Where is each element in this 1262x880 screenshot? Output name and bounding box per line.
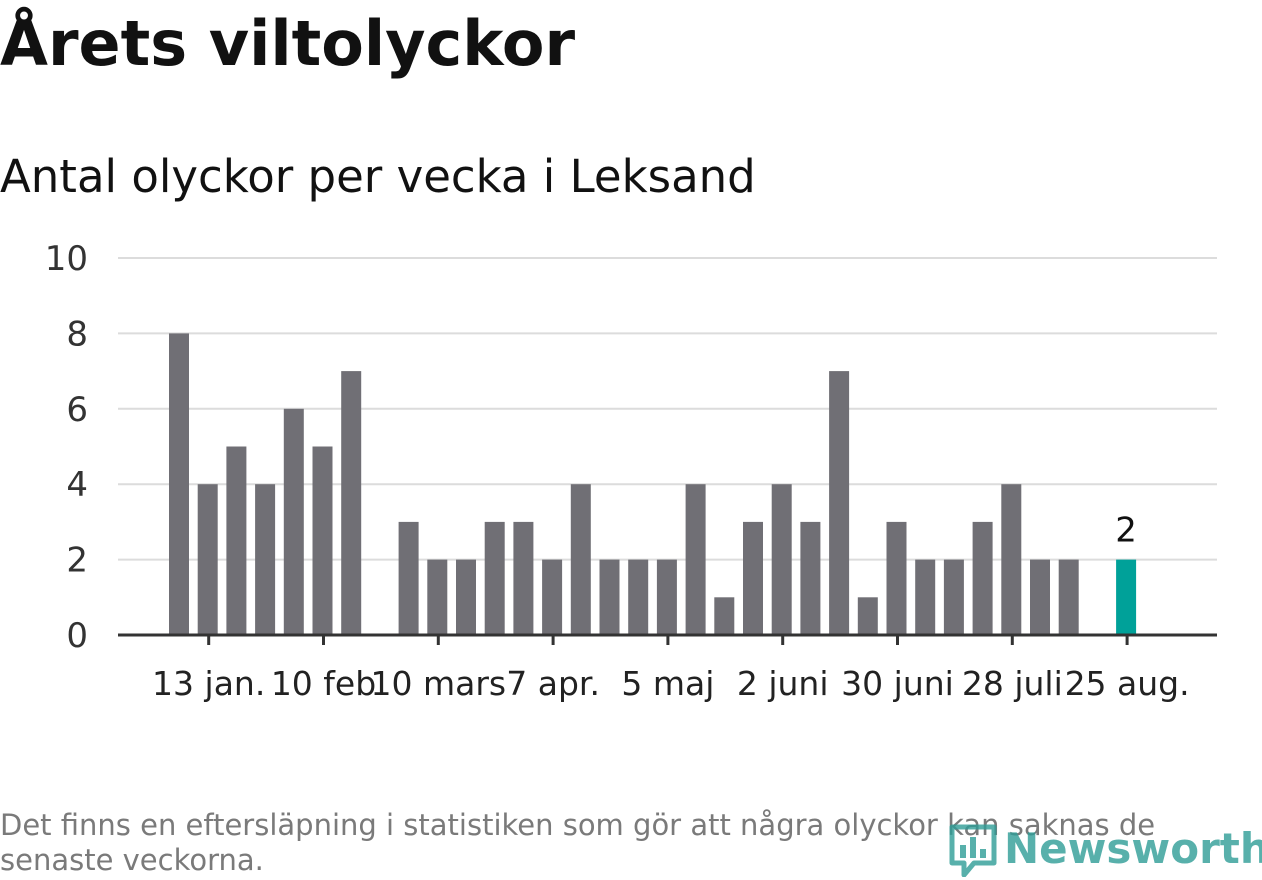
- bar: [714, 597, 735, 635]
- bar: [800, 521, 821, 635]
- bar: [829, 371, 850, 635]
- bar: [484, 521, 505, 635]
- y-tick-label: 4: [66, 465, 88, 505]
- bar: [743, 521, 763, 635]
- grid-lines: [118, 257, 1217, 561]
- x-tick-label: 5 maj: [621, 664, 714, 703]
- x-tick-label: 28 juli: [962, 664, 1063, 703]
- x-tick-label: 30 juni: [841, 664, 954, 703]
- bar: [312, 446, 333, 635]
- bar: [943, 559, 964, 635]
- y-tick-label: 6: [66, 390, 88, 430]
- bar: [1030, 559, 1050, 635]
- bar-chart-icon: [949, 824, 997, 877]
- bar-highlight: [1116, 559, 1137, 635]
- x-tick-label: 2 juni: [737, 664, 829, 703]
- bar: [197, 484, 218, 635]
- x-tick-label: 25 aug.: [1065, 664, 1190, 703]
- bar: [628, 559, 649, 635]
- bar: [283, 408, 304, 635]
- bar: [169, 333, 189, 635]
- bar: [398, 521, 419, 635]
- bar: [915, 559, 936, 635]
- bar: [857, 597, 878, 635]
- bar: [1001, 484, 1022, 635]
- newsworthy-logo: Newsworthy: [948, 818, 1262, 880]
- chart-subtitle: Antal olyckor per vecka i Leksand: [0, 150, 756, 203]
- bar: [542, 559, 563, 635]
- bar: [255, 484, 276, 635]
- bar: [226, 446, 247, 635]
- bar: [1058, 559, 1079, 635]
- brand-name: Newsworthy: [1004, 824, 1262, 873]
- x-tick-label: 10 feb: [271, 664, 376, 703]
- bar: [570, 484, 591, 635]
- y-axis-ticks: 0 2 4 6 8 10: [45, 239, 88, 656]
- bar: [341, 371, 362, 635]
- data-label: 2: [1115, 511, 1137, 551]
- y-tick-label: 0: [66, 616, 88, 656]
- bar: [972, 521, 993, 635]
- x-tick-label: 10 mars: [370, 664, 506, 703]
- y-tick-label: 2: [66, 541, 88, 581]
- data-labels: 2: [1115, 511, 1137, 551]
- footnote-line-2: senaste veckorna.: [0, 842, 264, 877]
- bar: [456, 559, 476, 635]
- bar: [427, 559, 448, 635]
- bars: [169, 333, 1137, 635]
- x-tick-label: 7 apr.: [506, 664, 600, 703]
- chart-title: Årets viltolyckor: [0, 7, 576, 80]
- y-tick-label: 10: [45, 239, 88, 279]
- bar: [886, 521, 907, 635]
- x-tick-label: 13 jan.: [152, 664, 265, 703]
- bar: [685, 484, 706, 635]
- bar: [771, 484, 792, 635]
- y-tick-label: 8: [66, 314, 88, 354]
- bar: [513, 521, 534, 635]
- bar: [656, 559, 677, 635]
- bar: [599, 559, 620, 635]
